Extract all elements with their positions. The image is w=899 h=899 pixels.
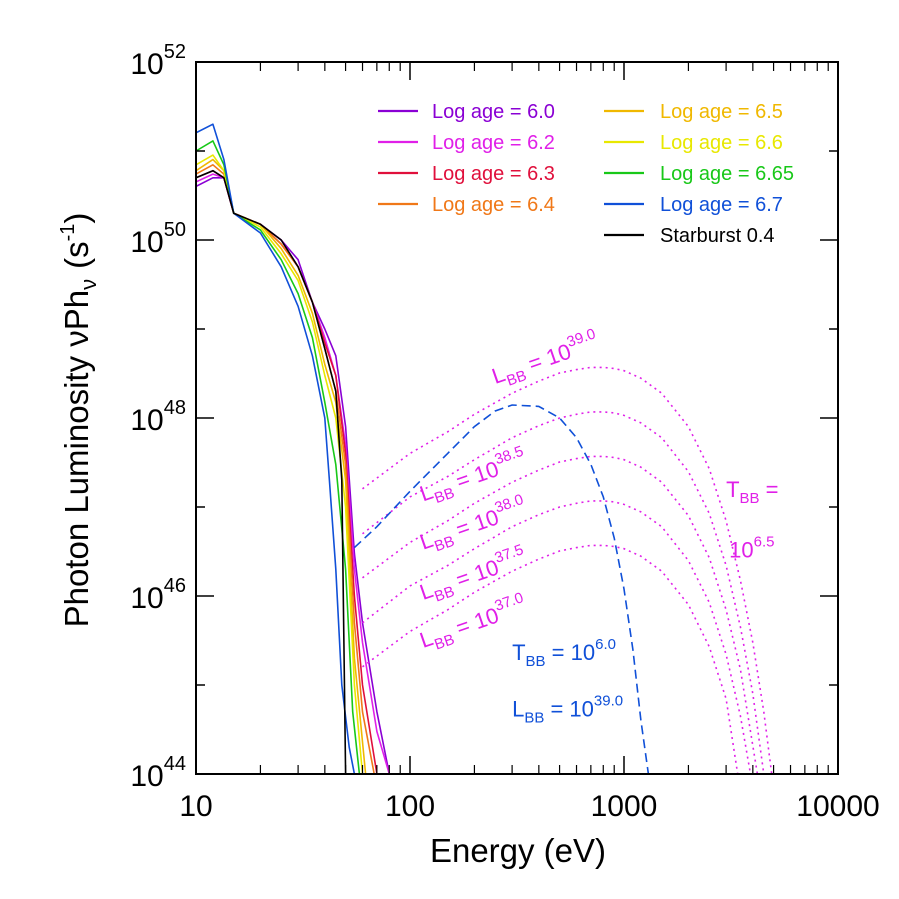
blackbody-curve-5	[353, 404, 650, 774]
legend-label: Log age = 6.3	[432, 163, 555, 185]
series-line-8	[196, 169, 347, 774]
ticks-layer: 10 100 1000 10000 1044 1046 1048 1050 1052	[130, 41, 879, 823]
legend-label: Log age = 6.6	[660, 132, 783, 154]
series-line-5	[196, 154, 364, 774]
y-axis-title-unit-end: )	[58, 213, 95, 224]
y-axis-title: Photon Luminosity νPhν (s-1)	[57, 213, 101, 628]
y-axis-title-unit: (s	[58, 241, 95, 269]
x-tick-label: 1000	[591, 790, 658, 823]
annotation-lbb39: LBB = 1039.0	[512, 693, 623, 727]
y-tick-label: 1050	[130, 219, 186, 259]
series-layer	[196, 123, 391, 774]
x-tick-label: 10	[179, 790, 212, 823]
series-line-7	[196, 123, 356, 774]
y-tick-label: 1046	[130, 575, 186, 615]
y-tick-label: 1044	[130, 753, 186, 793]
blackbody-curve-1	[362, 411, 765, 774]
blackbody-layer	[353, 366, 773, 774]
annotation-tbb65b: 106.5	[729, 534, 774, 563]
annotation-tbb60: TBB = 106.0	[512, 636, 616, 670]
legend-label: Starburst 0.4	[660, 225, 775, 247]
x-axis-title: Energy (eV)	[430, 832, 606, 869]
legend-label: Log age = 6.0	[432, 101, 555, 123]
y-axis-title-sub: ν	[76, 279, 101, 290]
legend-label: Log age = 6.4	[432, 194, 555, 216]
annotation-l39: LBB = 1039.0	[487, 325, 603, 393]
legend: Log age = 6.0 Log age = 6.2 Log age = 6.3 L…	[378, 101, 794, 247]
legend-label: Log age = 6.7	[660, 194, 783, 216]
annotation-tbb65a: TBB =	[726, 477, 778, 507]
legend-label: Log age = 6.65	[660, 163, 794, 185]
y-tick-label: 1048	[130, 397, 186, 437]
x-tick-label: 100	[385, 790, 435, 823]
legend-label: Log age = 6.5	[660, 101, 783, 123]
series-line-6	[196, 140, 361, 774]
y-axis-title-main: Photon Luminosity νPh	[58, 290, 95, 628]
legend-label: Log age = 6.2	[432, 132, 555, 154]
blackbody-curve-2	[362, 455, 759, 774]
y-tick-label: 1052	[130, 41, 186, 81]
x-tick-label: 10000	[796, 790, 879, 823]
y-axis-title-unit-sup: -1	[57, 224, 79, 242]
